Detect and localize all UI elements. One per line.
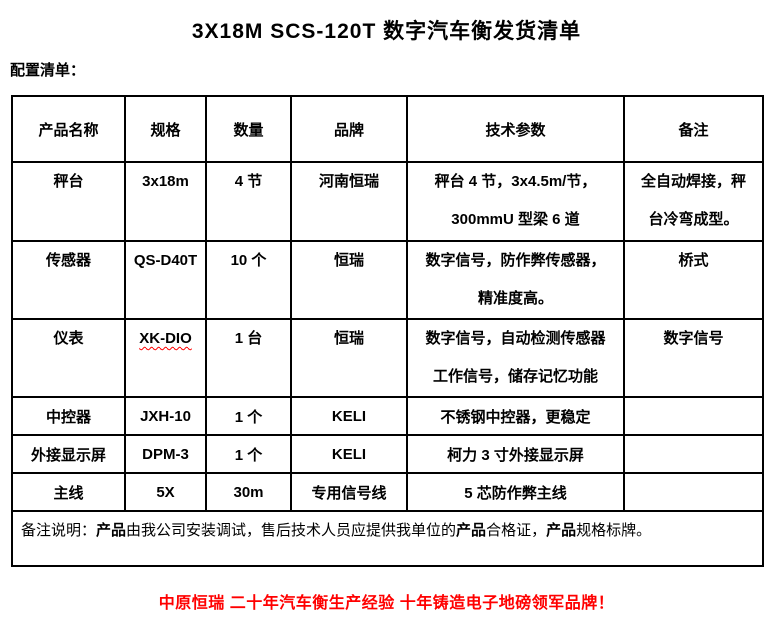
cell-product-name: 中控器	[11, 396, 126, 436]
note-line: 全自动焊接，秤	[640, 173, 746, 190]
document-title: 3X18M SCS-120T 数字汽车衡发货清单	[191, 20, 582, 43]
remark-segment: 合格证，	[486, 522, 547, 539]
cell-spec: 3x18m	[124, 161, 207, 242]
cell-spec: JXH-10	[124, 396, 207, 436]
header-qty: 数量	[205, 95, 292, 163]
cell-brand: 恒瑞	[290, 318, 408, 398]
cell-qty: 1 个	[205, 396, 292, 436]
spec-with-spellcheck-squiggle: XK-DIO	[139, 330, 192, 347]
note-line: 台冷弯成型。	[648, 211, 739, 228]
header-params: 技术参数	[406, 95, 625, 163]
cell-brand: KELI	[290, 396, 408, 436]
cell-qty: 1 个	[205, 434, 292, 474]
cell-note	[623, 472, 764, 512]
cell-brand: 恒瑞	[290, 240, 408, 320]
table-row: 传感器 QS-D40T 10 个 恒瑞 数字信号，防作弊传感器， 精准度高。 桥…	[11, 240, 764, 320]
cell-note	[623, 396, 764, 436]
remark-bold-segment: 产品	[96, 522, 127, 539]
header-spec: 规格	[124, 95, 207, 163]
cell-spec: 5X	[124, 472, 207, 512]
table-row: 秤台 3x18m 4 节 河南恒瑞 秤台 4 节，3x4.5m/节， 300mm…	[11, 161, 764, 242]
cell-qty: 10 个	[205, 240, 292, 320]
cell-params: 数字信号，防作弊传感器， 精准度高。	[406, 240, 625, 320]
remark-row: 备注说明：产品由我公司安装调试，售后技术人员应提供我单位的产品合格证，产品规格标…	[11, 510, 764, 567]
remark-bold-segment: 产品	[546, 522, 577, 539]
cell-qty: 4 节	[205, 161, 292, 242]
remark-cell: 备注说明：产品由我公司安装调试，售后技术人员应提供我单位的产品合格证，产品规格标…	[11, 510, 764, 567]
cell-product-name: 外接显示屏	[11, 434, 126, 474]
cell-spec: XK-DIO	[124, 318, 207, 398]
cell-product-name: 仪表	[11, 318, 126, 398]
section-label: 配置清单：	[10, 62, 86, 79]
cell-params: 柯力 3 寸外接显示屏	[406, 434, 625, 474]
cell-params: 5 芯防作弊主线	[406, 472, 625, 512]
cell-note: 桥式	[623, 240, 764, 320]
cell-brand: 专用信号线	[290, 472, 408, 512]
table-row: 中控器 JXH-10 1 个 KELI 不锈钢中控器，更稳定	[11, 396, 764, 436]
cell-spec: DPM-3	[124, 434, 207, 474]
remark-label: 备注说明：	[21, 522, 97, 539]
table-row: 仪表 XK-DIO 1 台 恒瑞 数字信号，自动检测传感器 工作信号，储存记忆功…	[11, 318, 764, 398]
cell-spec: QS-D40T	[124, 240, 207, 320]
cell-brand: 河南恒瑞	[290, 161, 408, 242]
header-brand: 品牌	[290, 95, 408, 163]
footer-slogan: 中原恒瑞 二十年汽车衡生产经验 十年铸造电子地磅领军品牌！	[158, 595, 615, 612]
cell-product-name: 传感器	[11, 240, 126, 320]
params-line: 数字信号，自动检测传感器	[425, 330, 606, 347]
params-line: 300mmU 型梁 6 道	[451, 211, 580, 228]
table-row: 主线 5X 30m 专用信号线 5 芯防作弊主线	[11, 472, 764, 512]
cell-product-name: 秤台	[11, 161, 126, 242]
shipping-list-table: 产品名称 规格 数量 品牌 技术参数 备注 秤台 3x18m 4 节 河南恒瑞 …	[11, 95, 764, 567]
cell-note: 全自动焊接，秤 台冷弯成型。	[623, 161, 764, 242]
cell-note: 数字信号	[623, 318, 764, 398]
params-line: 秤台 4 节，3x4.5m/节，	[434, 173, 597, 190]
header-note: 备注	[623, 95, 764, 163]
cell-params: 数字信号，自动检测传感器 工作信号，储存记忆功能	[406, 318, 625, 398]
cell-product-name: 主线	[11, 472, 126, 512]
remark-segment: 规格标牌。	[576, 522, 652, 539]
remark-bold-segment: 产品	[456, 522, 487, 539]
cell-note	[623, 434, 764, 474]
cell-params: 不锈钢中控器，更稳定	[406, 396, 625, 436]
cell-qty: 30m	[205, 472, 292, 512]
params-line: 精准度高。	[477, 290, 553, 307]
cell-brand: KELI	[290, 434, 408, 474]
cell-qty: 1 台	[205, 318, 292, 398]
remark-segment: 由我公司安装调试，售后技术人员应提供我单位的	[126, 522, 457, 539]
header-product-name: 产品名称	[11, 95, 126, 163]
cell-params: 秤台 4 节，3x4.5m/节， 300mmU 型梁 6 道	[406, 161, 625, 242]
table-row: 外接显示屏 DPM-3 1 个 KELI 柯力 3 寸外接显示屏	[11, 434, 764, 474]
table-header-row: 产品名称 规格 数量 品牌 技术参数 备注	[11, 95, 764, 163]
params-line: 工作信号，储存记忆功能	[432, 368, 598, 385]
params-line: 数字信号，防作弊传感器，	[425, 252, 606, 269]
